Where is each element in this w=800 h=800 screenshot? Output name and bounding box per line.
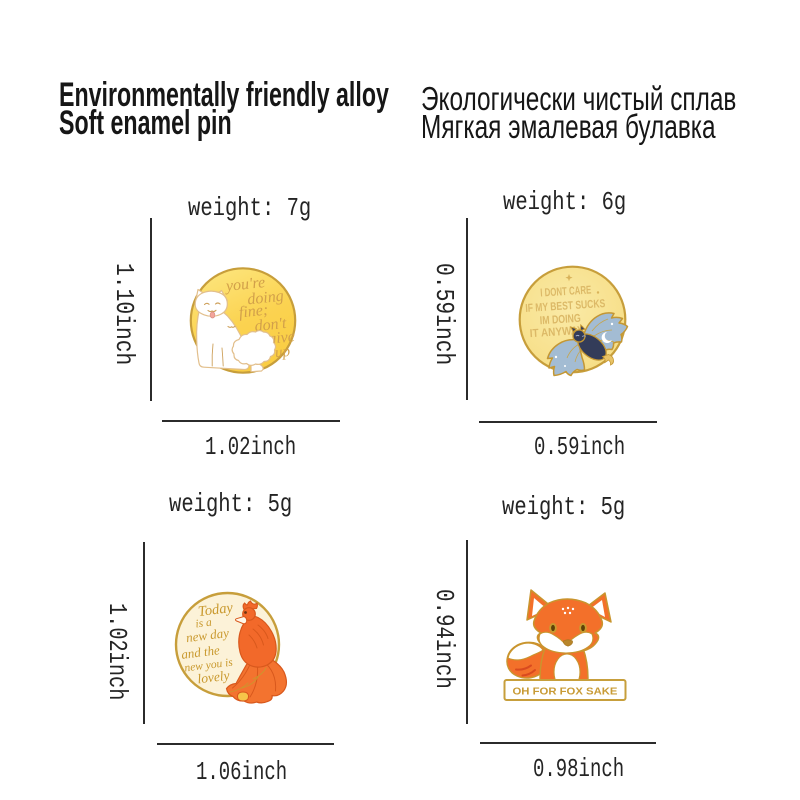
svg-text:you're: you're xyxy=(223,274,266,295)
svg-text:Today: Today xyxy=(197,600,234,620)
svg-text:OH FOR FOX SAKE: OH FOR FOX SAKE xyxy=(513,686,618,698)
svg-text:and the: and the xyxy=(180,642,220,662)
svg-text:IM DOING: IM DOING xyxy=(539,313,581,327)
svg-text:new day: new day xyxy=(185,625,230,645)
svg-text:IF MY BEST SUCKS: IF MY BEST SUCKS xyxy=(525,298,606,315)
svg-text:fine;: fine; xyxy=(238,302,269,322)
svg-text:IT ANYWAY: IT ANYWAY xyxy=(530,325,585,340)
svg-text:up: up xyxy=(274,344,291,362)
svg-text:is a: is a xyxy=(195,617,213,631)
svg-text:doing: doing xyxy=(247,288,285,309)
svg-text:new you is: new you is xyxy=(184,657,234,675)
svg-text:don't: don't xyxy=(254,315,288,335)
svg-text:lovely: lovely xyxy=(197,668,231,687)
svg-text:I DONT CARE: I DONT CARE xyxy=(540,284,592,299)
